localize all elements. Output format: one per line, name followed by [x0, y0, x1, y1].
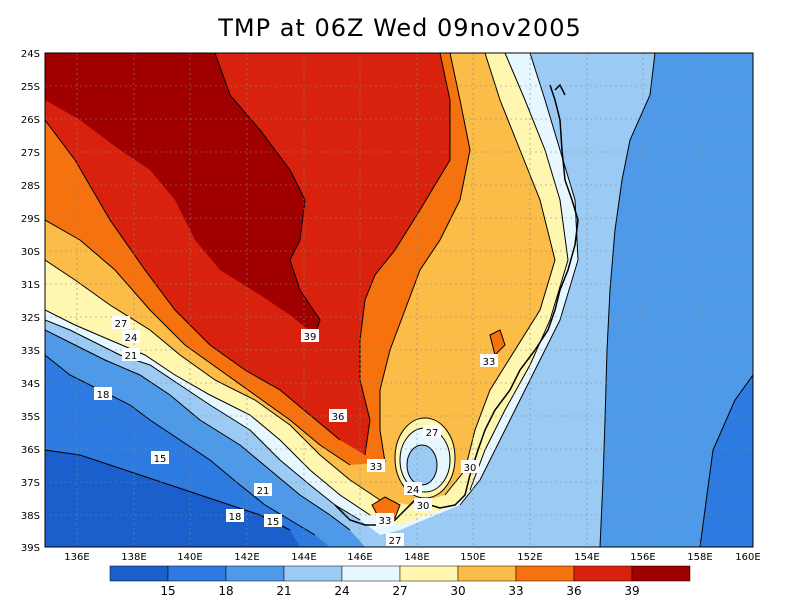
band-15-18-east: [700, 375, 753, 547]
contour-label: 18: [229, 512, 242, 523]
band-above-42: [45, 53, 320, 335]
contour-label: 27: [115, 319, 128, 330]
colorbar-label: 36: [566, 584, 581, 598]
colorbar-label: 21: [276, 584, 291, 598]
colorbar-label: 30: [450, 584, 465, 598]
longitude-labels: 136E 138E 140E 142E 144E 146E 148E 150E …: [64, 552, 760, 563]
colorbar-label: 18: [218, 584, 233, 598]
contour-label: 33: [370, 462, 383, 473]
contour-label: 24: [125, 333, 138, 344]
coastline-north: [554, 83, 566, 96]
colorbar: 15 18 21 24 27 30 33 36 39: [109, 565, 691, 598]
lat-label: 24S: [21, 49, 40, 60]
latitude-labels: 24S 25S 26S 27S 28S 29S 30S 31S 32S 33S …: [21, 49, 40, 554]
lon-label: 148E: [404, 552, 429, 563]
lat-label: 36S: [21, 445, 40, 456]
contour-label: 24: [407, 485, 420, 496]
lon-label: 150E: [460, 552, 485, 563]
lat-label: 33S: [21, 346, 40, 357]
contour-label: 36: [332, 412, 345, 423]
lon-label: 136E: [64, 552, 89, 563]
lat-label: 31S: [21, 280, 40, 291]
lon-label: 160E: [735, 552, 760, 563]
lat-label: 25S: [21, 82, 40, 93]
lon-label: 140E: [177, 552, 202, 563]
colorbar-swatch: [167, 565, 227, 582]
contour-label: 30: [417, 501, 430, 512]
coastline: [334, 84, 579, 526]
lon-label: 142E: [234, 552, 259, 563]
lat-label: 37S: [21, 478, 40, 489]
colorbar-swatch: [457, 565, 517, 582]
contour-label: 27: [426, 428, 439, 439]
lon-label: 144E: [291, 552, 316, 563]
contour-lines: [45, 53, 753, 547]
colorbar-label: 33: [508, 584, 523, 598]
colorbar-swatch: [341, 565, 401, 582]
lon-label: 154E: [574, 552, 599, 563]
filled-contours: 39 36 33 33 33 30 30 27 27 27 24 24 21 2…: [45, 53, 753, 547]
cool-ring-24: [407, 445, 437, 485]
lat-label: 27S: [21, 148, 40, 159]
colorbar-swatch: [573, 565, 633, 582]
band-18-21-east: [600, 53, 753, 547]
lat-label: 29S: [21, 214, 40, 225]
lon-label: 146E: [347, 552, 372, 563]
colorbar-swatch: [225, 565, 285, 582]
lat-label: 32S: [21, 313, 40, 324]
colorbar-swatch: [515, 565, 575, 582]
contour-label: 21: [257, 486, 270, 497]
lat-label: 38S: [21, 511, 40, 522]
lat-label: 30S: [21, 247, 40, 258]
lon-label: 138E: [121, 552, 146, 563]
colorbar-swatch: [631, 565, 691, 582]
lon-label: 158E: [687, 552, 712, 563]
contour-label: 30: [464, 463, 477, 474]
band-below-15: [45, 450, 300, 547]
colorbar-swatch: [283, 565, 343, 582]
lat-label: 39S: [21, 543, 40, 554]
colorbar-label: 15: [160, 584, 175, 598]
colorbar-label: 27: [392, 584, 407, 598]
contour-label: 33: [483, 357, 496, 368]
colorbar-swatch: [109, 565, 169, 582]
contour-label: 15: [267, 517, 280, 528]
contour-label: 27: [389, 536, 402, 547]
contour-label: 18: [97, 390, 110, 401]
contour-label: 21: [125, 351, 138, 362]
contour-labels: 39 36 33 33 33 30 30 27 27 27 24 24 21 2…: [94, 316, 498, 547]
map-title: TMP at 06Z Wed 09nov2005: [218, 14, 582, 42]
colorbar-label: 24: [334, 584, 349, 598]
lon-label: 156E: [630, 552, 655, 563]
contour-label: 15: [154, 454, 167, 465]
lat-label: 28S: [21, 181, 40, 192]
contour-label: 39: [304, 332, 317, 343]
lon-label: 152E: [517, 552, 542, 563]
contour-label: 33: [379, 516, 392, 527]
lat-label: 34S: [21, 379, 40, 390]
colorbar-label: 39: [624, 584, 639, 598]
lat-label: 35S: [21, 412, 40, 423]
plot-frame: [44, 52, 754, 548]
colorbar-swatch: [399, 565, 459, 582]
lat-label: 26S: [21, 115, 40, 126]
